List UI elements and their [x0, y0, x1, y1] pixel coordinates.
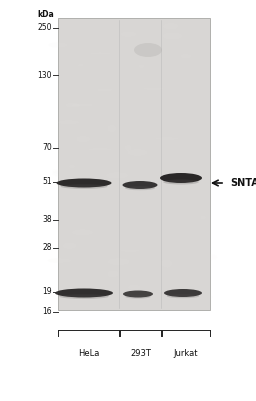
- Text: 130: 130: [37, 71, 52, 79]
- Text: 293T: 293T: [130, 349, 151, 358]
- Ellipse shape: [163, 262, 172, 268]
- Ellipse shape: [58, 120, 79, 125]
- Ellipse shape: [200, 215, 206, 219]
- Ellipse shape: [162, 32, 182, 40]
- Text: kDa: kDa: [37, 10, 54, 19]
- Ellipse shape: [113, 140, 131, 145]
- Ellipse shape: [156, 137, 179, 140]
- Ellipse shape: [55, 288, 113, 298]
- Ellipse shape: [107, 125, 116, 132]
- Ellipse shape: [57, 178, 112, 188]
- Ellipse shape: [93, 84, 101, 89]
- Ellipse shape: [62, 122, 76, 125]
- Ellipse shape: [164, 289, 202, 297]
- Ellipse shape: [83, 159, 95, 164]
- Ellipse shape: [107, 270, 119, 277]
- Ellipse shape: [78, 64, 84, 66]
- Ellipse shape: [160, 259, 172, 267]
- Ellipse shape: [107, 152, 118, 154]
- Text: 70: 70: [42, 144, 52, 152]
- Ellipse shape: [163, 180, 199, 184]
- Ellipse shape: [48, 258, 71, 263]
- Ellipse shape: [125, 145, 132, 151]
- Ellipse shape: [68, 168, 88, 174]
- Ellipse shape: [139, 64, 144, 68]
- Text: 16: 16: [42, 308, 52, 316]
- Ellipse shape: [123, 181, 157, 189]
- Ellipse shape: [121, 249, 140, 252]
- Ellipse shape: [174, 19, 193, 22]
- Ellipse shape: [143, 87, 164, 90]
- Text: HeLa: HeLa: [78, 349, 99, 358]
- Ellipse shape: [123, 290, 153, 298]
- Text: 28: 28: [42, 243, 52, 253]
- Ellipse shape: [118, 119, 136, 123]
- Ellipse shape: [88, 148, 112, 151]
- Ellipse shape: [71, 103, 94, 107]
- Ellipse shape: [72, 229, 93, 235]
- Ellipse shape: [49, 43, 68, 47]
- Ellipse shape: [128, 284, 141, 290]
- Ellipse shape: [63, 243, 77, 249]
- Ellipse shape: [72, 272, 95, 275]
- Ellipse shape: [137, 162, 143, 166]
- Ellipse shape: [59, 294, 109, 299]
- Ellipse shape: [160, 173, 202, 183]
- Ellipse shape: [149, 96, 163, 104]
- Ellipse shape: [125, 186, 155, 190]
- Ellipse shape: [161, 179, 184, 185]
- Ellipse shape: [76, 136, 90, 142]
- Ellipse shape: [205, 49, 211, 55]
- Text: SNTA1: SNTA1: [230, 178, 256, 188]
- Ellipse shape: [66, 103, 80, 108]
- Ellipse shape: [146, 106, 166, 111]
- Ellipse shape: [144, 293, 154, 298]
- Ellipse shape: [82, 296, 106, 303]
- Ellipse shape: [96, 89, 113, 91]
- Ellipse shape: [106, 172, 129, 179]
- Text: 250: 250: [37, 24, 52, 32]
- Ellipse shape: [194, 174, 204, 178]
- Ellipse shape: [125, 295, 151, 299]
- Ellipse shape: [61, 184, 107, 189]
- Ellipse shape: [108, 258, 130, 265]
- Ellipse shape: [180, 54, 191, 59]
- Text: 38: 38: [42, 215, 52, 225]
- Ellipse shape: [89, 52, 112, 54]
- Ellipse shape: [127, 149, 148, 156]
- Bar: [58, 18, 210, 310]
- Text: Jurkat: Jurkat: [174, 349, 198, 358]
- Ellipse shape: [158, 257, 179, 259]
- Ellipse shape: [163, 23, 178, 30]
- Ellipse shape: [88, 182, 96, 189]
- Ellipse shape: [71, 298, 86, 300]
- Text: 51: 51: [42, 178, 52, 186]
- Ellipse shape: [68, 165, 76, 168]
- Ellipse shape: [70, 258, 79, 265]
- Text: 19: 19: [42, 288, 52, 296]
- Ellipse shape: [121, 31, 136, 37]
- Ellipse shape: [103, 31, 113, 39]
- Ellipse shape: [167, 294, 199, 298]
- Ellipse shape: [134, 43, 162, 57]
